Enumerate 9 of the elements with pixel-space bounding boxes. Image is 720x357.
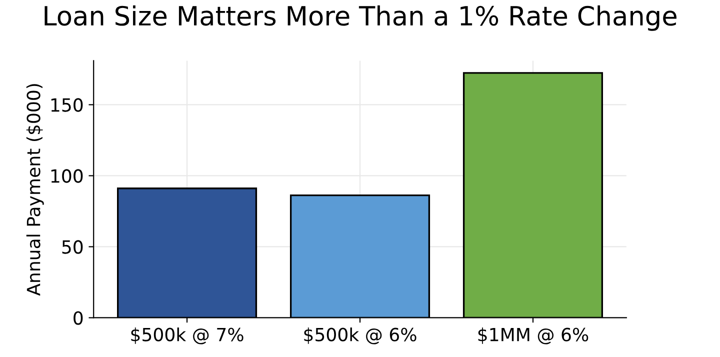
y-tick-label: 0	[74, 311, 83, 325]
y-tick-label: 50	[62, 240, 83, 254]
y-tick-label: 150	[51, 98, 83, 112]
x-tick-label: $1MM @ 6%	[478, 327, 588, 344]
x-tick-label: $500k @ 7%	[131, 327, 244, 344]
chart-title: Loan Size Matters More Than a 1% Rate Change	[44, 5, 676, 31]
y-tick-label: 100	[51, 169, 83, 183]
y-axis-title: Annual Payment ($000)	[26, 84, 44, 296]
x-tick-label: $500k @ 6%	[304, 327, 416, 344]
